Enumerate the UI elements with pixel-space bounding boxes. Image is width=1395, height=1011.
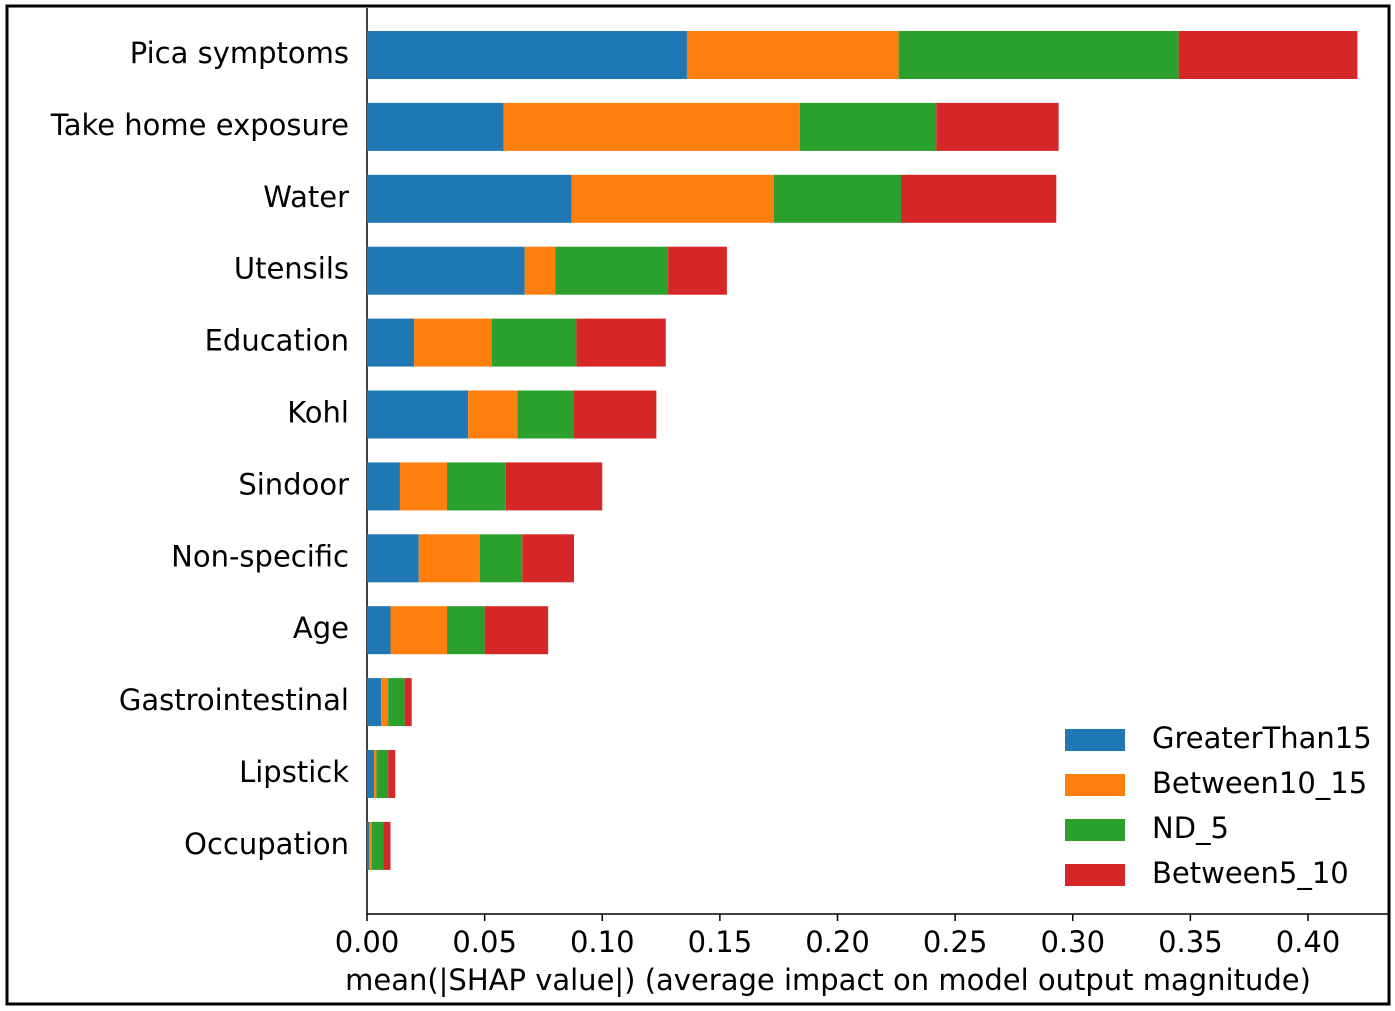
bar-segment bbox=[503, 102, 800, 151]
bar-segment bbox=[367, 246, 525, 295]
bar-segment bbox=[418, 534, 480, 583]
bar-segment bbox=[374, 750, 377, 798]
legend-swatch bbox=[1065, 864, 1125, 886]
bar-segment bbox=[522, 534, 575, 583]
bar-segment bbox=[367, 750, 375, 798]
bar-segment bbox=[367, 678, 382, 727]
bar-segment bbox=[468, 390, 518, 439]
y-tick-label: Education bbox=[205, 324, 349, 358]
y-tick-label: Take home exposure bbox=[50, 108, 349, 142]
legend-swatch bbox=[1065, 729, 1125, 751]
bar-segment bbox=[376, 750, 389, 798]
y-tick-label: Water bbox=[263, 180, 349, 214]
x-tick-label: 0.20 bbox=[805, 925, 870, 959]
bar-segment bbox=[399, 462, 447, 511]
frame bbox=[5, 4, 1391, 1006]
bar-segment bbox=[668, 246, 727, 295]
x-tick-label: 0.35 bbox=[1158, 925, 1223, 959]
x-axis-label: mean(|SHAP value|) (average impact on mo… bbox=[345, 963, 1311, 997]
bar-segment bbox=[446, 606, 485, 655]
bar-segment bbox=[367, 390, 469, 439]
bar-segment bbox=[576, 318, 666, 367]
y-tick-label: Non-specific bbox=[171, 539, 349, 573]
bar-segment bbox=[414, 318, 492, 367]
x-tick-label: 0.40 bbox=[1276, 925, 1341, 959]
legend-label: GreaterThan15 bbox=[1152, 721, 1372, 755]
x-tick-label: 0.05 bbox=[452, 925, 517, 959]
bar-segment bbox=[367, 318, 415, 367]
bar-segment bbox=[571, 174, 774, 223]
legend-swatch bbox=[1065, 819, 1125, 841]
bar-segment bbox=[367, 102, 504, 151]
legend-label: Between5_10 bbox=[1152, 856, 1349, 890]
legend-label: Between10_15 bbox=[1152, 766, 1367, 800]
y-tick-label: Pica symptoms bbox=[130, 36, 349, 70]
bar-segment bbox=[383, 821, 391, 870]
x-tick-label: 0.00 bbox=[335, 925, 400, 959]
legend-swatch bbox=[1065, 774, 1125, 796]
bar-segment bbox=[491, 318, 577, 367]
x-tick-label: 0.15 bbox=[688, 925, 753, 959]
y-tick-label: Gastrointestinal bbox=[119, 683, 349, 717]
bar-segment bbox=[367, 821, 370, 870]
bar-segment bbox=[555, 246, 669, 295]
bar-segment bbox=[367, 462, 400, 511]
bar-segment bbox=[505, 462, 603, 511]
bar-segment bbox=[479, 534, 523, 583]
bar-segment bbox=[484, 606, 549, 655]
x-tick-label: 0.10 bbox=[570, 925, 635, 959]
x-tick-label: 0.25 bbox=[923, 925, 988, 959]
bar-segment bbox=[898, 31, 1179, 79]
legend-label: ND_5 bbox=[1152, 811, 1229, 845]
bar-segment bbox=[799, 102, 937, 151]
bar-segment bbox=[1178, 31, 1358, 79]
y-tick-label: Sindoor bbox=[238, 467, 349, 501]
bar-segment bbox=[367, 534, 419, 583]
bar-segment bbox=[446, 462, 506, 511]
bar-segment bbox=[367, 31, 687, 79]
bar-segment bbox=[369, 821, 372, 870]
y-tick-label: Utensils bbox=[234, 252, 349, 286]
bar-segment bbox=[773, 174, 902, 223]
bar-segment bbox=[388, 750, 396, 798]
bar-segment bbox=[517, 390, 575, 439]
bar-segment bbox=[367, 174, 572, 223]
bar-segment bbox=[524, 246, 556, 295]
y-tick-label: Lipstick bbox=[239, 755, 349, 789]
bar-segment bbox=[574, 390, 657, 439]
bar-segment bbox=[936, 102, 1059, 151]
bar-segment bbox=[901, 174, 1057, 223]
y-tick-label: Age bbox=[293, 611, 349, 645]
bar-segment bbox=[381, 678, 389, 727]
x-tick-label: 0.30 bbox=[1040, 925, 1105, 959]
y-tick-label: Kohl bbox=[287, 396, 349, 430]
bar-segment bbox=[404, 678, 412, 727]
bar-segment bbox=[388, 678, 405, 727]
bar-segment bbox=[367, 606, 391, 655]
bar-segment bbox=[686, 31, 899, 79]
y-tick-label: Occupation bbox=[184, 827, 349, 861]
bar-segment bbox=[371, 821, 384, 870]
bar-segment bbox=[390, 606, 447, 655]
